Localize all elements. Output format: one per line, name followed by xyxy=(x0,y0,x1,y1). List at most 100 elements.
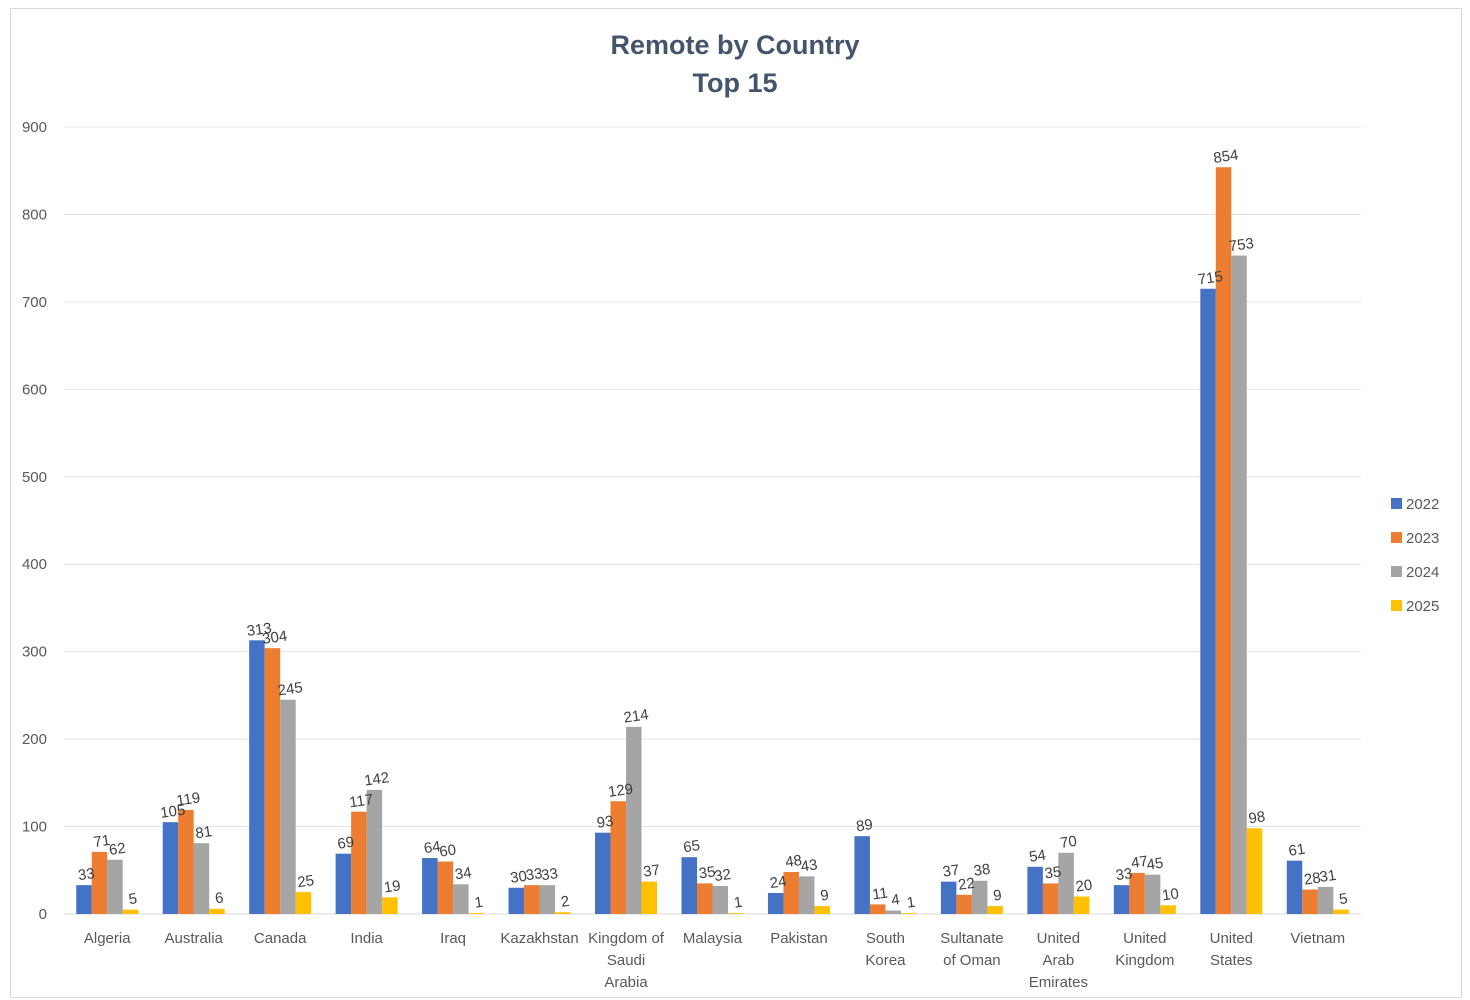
value-label: 38 xyxy=(973,861,992,880)
value-label: 1 xyxy=(733,894,744,912)
value-label: 64 xyxy=(423,838,442,857)
bar-2024 xyxy=(107,859,123,914)
value-label: 142 xyxy=(363,769,390,789)
value-label: 34 xyxy=(454,864,473,883)
category-label: Emirates xyxy=(1029,974,1088,991)
bar-2024 xyxy=(193,843,210,914)
bar-2025 xyxy=(295,892,312,914)
bar-2023 xyxy=(1042,883,1059,914)
y-tick-label: 0 xyxy=(39,906,47,923)
value-label: 854 xyxy=(1212,147,1239,167)
value-label: 117 xyxy=(348,791,374,811)
value-label: 93 xyxy=(596,813,615,832)
bar-2022 xyxy=(681,857,697,914)
value-label: 1 xyxy=(906,894,917,912)
value-label: 4 xyxy=(890,891,901,909)
chart-title: Remote by Country xyxy=(610,30,859,60)
category-label: Australia xyxy=(165,930,224,947)
category-label: Vietnam xyxy=(1290,930,1345,947)
category-label: Kingdom of xyxy=(588,930,665,947)
bar-2025 xyxy=(1333,909,1349,914)
y-tick-label: 400 xyxy=(22,556,47,573)
value-label: 245 xyxy=(277,679,304,699)
legend-label-2022: 2022 xyxy=(1406,496,1439,513)
value-label: 48 xyxy=(784,852,803,871)
bar-2025 xyxy=(468,913,485,914)
bar-2023 xyxy=(869,904,886,914)
value-label: 304 xyxy=(261,628,288,648)
value-label: 61 xyxy=(1287,841,1306,860)
value-label: 313 xyxy=(246,620,273,640)
bar-2023 xyxy=(1129,872,1145,914)
bar-2022 xyxy=(595,832,611,914)
value-label: 19 xyxy=(383,877,402,896)
y-tick-label: 200 xyxy=(22,731,47,748)
bar-2022 xyxy=(508,887,525,914)
bar-2022 xyxy=(422,858,438,914)
value-label: 71 xyxy=(92,832,111,851)
category-label: Kingdom xyxy=(1115,952,1174,969)
legend: 2022 2023 2024 2025 xyxy=(1391,496,1439,615)
bar-2023 xyxy=(437,861,454,914)
value-label: 43 xyxy=(800,856,819,875)
bar-2024 xyxy=(798,876,815,914)
bar-2024 xyxy=(1231,255,1247,914)
category-label: Korea xyxy=(865,952,906,969)
bar-2024 xyxy=(885,910,901,914)
value-label: 37 xyxy=(942,862,961,881)
value-label: 81 xyxy=(194,823,213,842)
bar-2024 xyxy=(1317,886,1334,914)
bar-2022 xyxy=(76,885,92,914)
value-label: 6 xyxy=(214,889,225,907)
bar-2022 xyxy=(335,853,352,914)
value-label: 89 xyxy=(855,816,874,835)
bar-2025 xyxy=(1073,896,1090,914)
value-label: 98 xyxy=(1247,808,1266,827)
value-label: 5 xyxy=(1338,890,1349,908)
value-label: 9 xyxy=(992,887,1003,905)
bar-2023 xyxy=(956,894,972,914)
bar-2025 xyxy=(987,906,1003,914)
bar-2024 xyxy=(1058,852,1074,914)
bar-2025 xyxy=(1246,828,1263,914)
value-label: 33 xyxy=(540,865,559,884)
value-label: 31 xyxy=(1318,867,1337,886)
value-label: 45 xyxy=(1146,855,1165,874)
category-label: South xyxy=(866,930,905,947)
bar-2023 xyxy=(264,648,281,914)
category-label: of Oman xyxy=(943,952,1001,969)
bar-2022 xyxy=(1286,860,1303,914)
value-label: 33 xyxy=(77,865,96,884)
category-label: Iraq xyxy=(440,930,466,947)
value-label: 37 xyxy=(642,862,661,881)
bar-2022 xyxy=(1027,866,1043,914)
legend-swatch-2025 xyxy=(1391,600,1402,611)
y-tick-label: 600 xyxy=(22,381,47,398)
bar-2024 xyxy=(626,726,642,914)
bar-2022 xyxy=(767,893,784,914)
bar-2025 xyxy=(900,913,917,914)
y-tick-label: 300 xyxy=(22,644,47,661)
category-label: Saudi xyxy=(607,952,645,969)
bar-2023 xyxy=(1215,167,1232,915)
value-label: 715 xyxy=(1197,268,1224,288)
value-label: 119 xyxy=(175,789,201,809)
legend-label-2023: 2023 xyxy=(1406,530,1439,547)
value-label: 20 xyxy=(1075,876,1094,895)
bar-2023 xyxy=(697,883,713,914)
value-label: 69 xyxy=(336,834,355,853)
category-label: United xyxy=(1210,930,1253,947)
category-label: States xyxy=(1210,952,1253,969)
value-label: 33 xyxy=(1115,865,1134,884)
bar-2023 xyxy=(91,851,108,914)
bar-2024 xyxy=(539,885,556,914)
value-label: 25 xyxy=(296,872,315,891)
bar-2025 xyxy=(1160,905,1176,914)
legend-swatch-2022 xyxy=(1391,498,1402,509)
bar-2022 xyxy=(249,640,265,914)
category-label: India xyxy=(350,930,383,947)
value-label: 65 xyxy=(682,837,701,856)
category-label: Kazakhstan xyxy=(500,930,578,947)
value-label: 1 xyxy=(473,894,484,912)
